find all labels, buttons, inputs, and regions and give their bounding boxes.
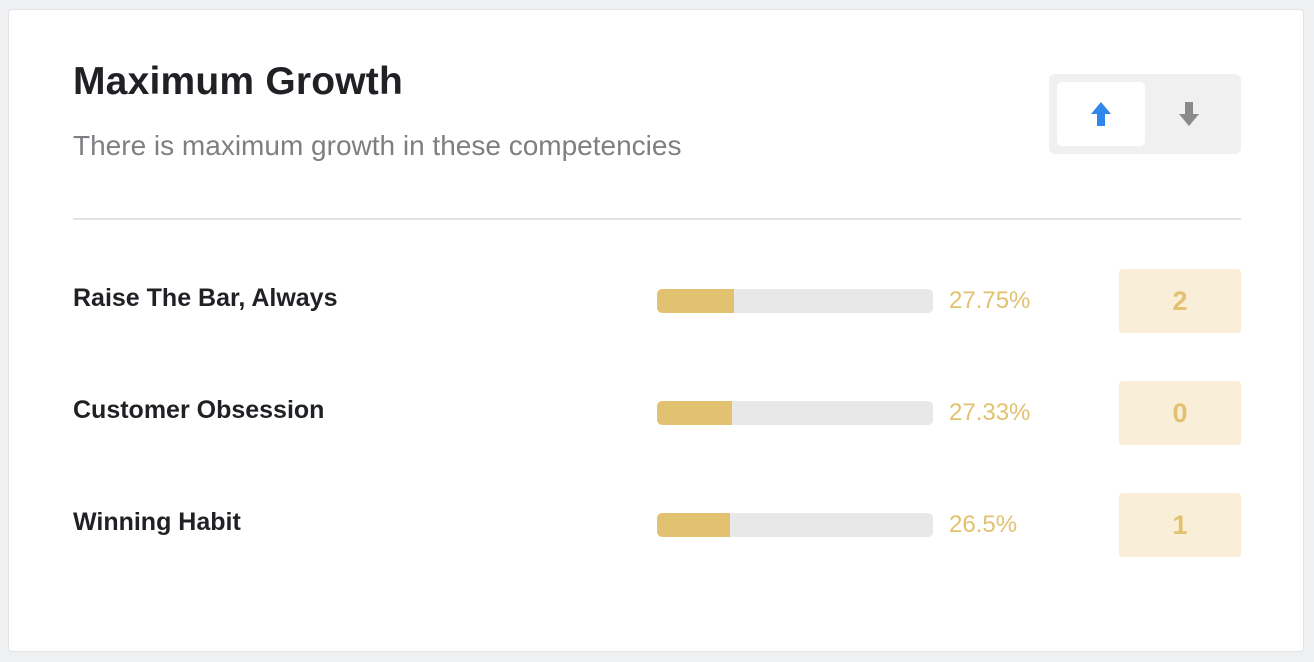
- count-badge: 0: [1119, 381, 1241, 445]
- arrow-up-icon: [1091, 102, 1111, 126]
- competency-row: Winning Habit 26.5% 1: [9, 493, 1305, 557]
- progress-bar-fill: [657, 401, 733, 425]
- count-badge: 1: [1119, 493, 1241, 557]
- count-badge: 2: [1119, 269, 1241, 333]
- progress-bar-fill: [657, 513, 731, 537]
- progress-bar-fill: [657, 289, 734, 313]
- arrow-down-icon: [1179, 102, 1199, 126]
- competency-name: Raise The Bar, Always: [73, 284, 338, 312]
- competency-row: Customer Obsession 27.33% 0: [9, 381, 1305, 445]
- maximum-growth-card: Maximum Growth There is maximum growth i…: [8, 9, 1304, 652]
- sort-up-button[interactable]: [1057, 82, 1145, 146]
- header-divider: [73, 218, 1241, 220]
- card-title: Maximum Growth: [73, 60, 403, 103]
- growth-percent: 26.5%: [949, 511, 1018, 538]
- sort-toggle-group: [1049, 74, 1241, 154]
- growth-percent: 27.33%: [949, 399, 1031, 426]
- competency-row: Raise The Bar, Always 27.75% 2: [9, 269, 1305, 333]
- competency-name: Winning Habit: [73, 508, 241, 536]
- progress-bar: [657, 401, 933, 425]
- competency-name: Customer Obsession: [73, 396, 325, 424]
- sort-down-button[interactable]: [1145, 82, 1233, 146]
- progress-bar: [657, 513, 933, 537]
- progress-bar: [657, 289, 933, 313]
- growth-percent: 27.75%: [949, 287, 1031, 314]
- card-subtitle: There is maximum growth in these compete…: [73, 130, 682, 161]
